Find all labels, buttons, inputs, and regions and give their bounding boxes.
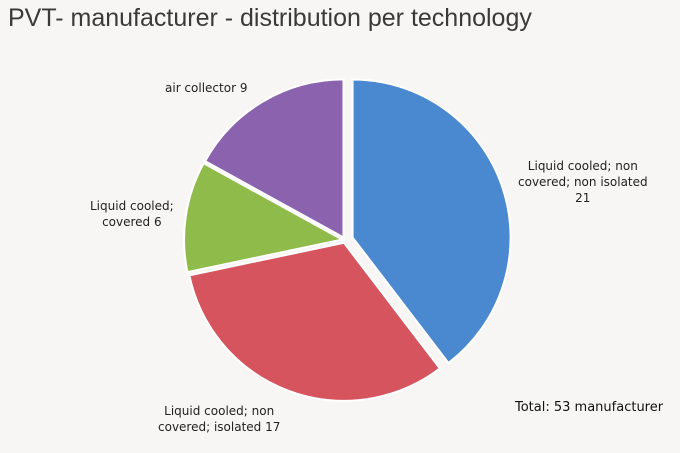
slice-label-liquid-cooled-non-covered-non-isolated: Liquid cooled; non covered; non isolated… [518,158,648,206]
slice-liquid-cooled-non-covered-non-isolated [351,78,512,365]
slice-label-line: covered; isolated 17 [158,420,281,434]
chart-title: PVT- manufacturer - distribution per tec… [8,4,532,32]
slice-label-liquid-cooled-covered: Liquid cooled; covered 6 [90,198,174,230]
total-note: Total: 53 manufacturer [515,400,664,415]
slice-liquid-cooled-non-covered-isolated [188,241,442,402]
slice-label-liquid-cooled-non-covered-isolated: Liquid cooled; non covered; isolated 17 [158,403,280,435]
slice-label-line: air collector 9 [165,81,248,95]
slice-label-line: Liquid cooled; non [527,159,638,173]
slice-label-line: covered; non isolated [518,175,648,189]
slice-label-line: Liquid cooled; non [164,404,275,418]
slice-air-collector [203,78,345,240]
slice-liquid-cooled-covered [183,161,345,274]
slice-label-line: Liquid cooled; [90,199,174,213]
slice-label-air-collector: air collector 9 [165,80,247,96]
slice-label-line: covered 6 [102,215,162,229]
slice-label-line: 21 [575,191,591,205]
